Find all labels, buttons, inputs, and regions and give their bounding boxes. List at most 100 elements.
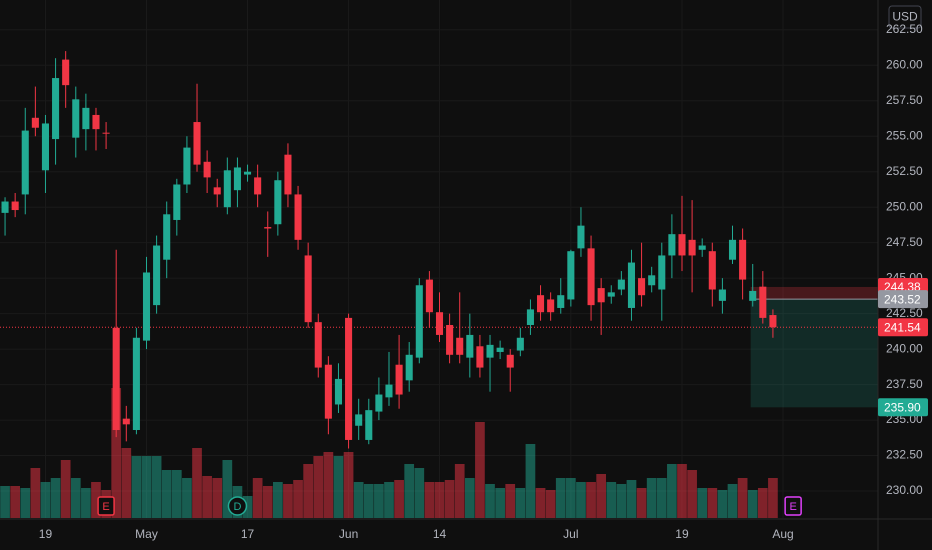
candle-body — [72, 99, 80, 138]
candle-body — [52, 78, 60, 140]
y-tick-label: 255.00 — [886, 128, 923, 142]
candle-body — [183, 147, 191, 185]
price-badge-label: 241.54 — [884, 320, 921, 334]
volume-bar — [535, 488, 546, 518]
candle-body — [334, 378, 343, 405]
event-marker — [97, 496, 115, 516]
volume-bar — [697, 488, 708, 518]
candle-body — [577, 225, 585, 249]
candle-body — [92, 114, 100, 130]
volume-bar — [121, 448, 132, 518]
candle-body — [193, 122, 201, 165]
candle-body — [405, 354, 413, 381]
volume-bar — [616, 484, 627, 518]
candle-body — [476, 346, 484, 368]
volume-bar — [222, 460, 233, 518]
volume-bar — [353, 482, 364, 518]
candle-body — [466, 334, 474, 358]
candle-body — [112, 327, 120, 431]
volume-bar — [566, 478, 576, 518]
volume-bar — [272, 482, 283, 518]
candle-body — [668, 234, 676, 256]
candle-body — [658, 255, 666, 290]
y-tick-label: 237.50 — [886, 377, 923, 391]
candle-body — [425, 279, 433, 313]
event-marker — [784, 496, 802, 516]
volume-bar — [707, 488, 718, 518]
volume-bar — [262, 486, 273, 518]
volume-bar — [414, 468, 425, 518]
volume-bar — [283, 484, 293, 518]
candle-body — [607, 292, 615, 297]
volume-bar — [333, 456, 344, 518]
candle-body — [688, 239, 696, 256]
volume-bar — [717, 490, 728, 518]
candle-body — [122, 418, 130, 425]
volume-bar — [757, 488, 768, 518]
volume-bar — [444, 480, 455, 518]
volume-bar — [505, 484, 516, 518]
volume-bar — [161, 470, 172, 518]
volume-bar — [363, 484, 374, 518]
candle-body — [62, 59, 70, 86]
candle-body — [345, 317, 353, 440]
stop-zone — [750, 286, 878, 300]
candle-body — [638, 278, 646, 296]
volume-bar — [30, 468, 41, 518]
candle-body — [11, 201, 19, 211]
volume-bar — [687, 470, 697, 518]
currency-label: USD — [892, 10, 918, 24]
candle-body — [627, 262, 636, 308]
candle-body — [526, 309, 534, 325]
candle-body — [739, 239, 747, 280]
candle-body — [446, 324, 454, 355]
volume-bar — [293, 480, 303, 518]
price-badge — [878, 290, 928, 309]
candle-body — [415, 285, 423, 358]
candle-body — [617, 279, 625, 290]
candle-body — [486, 344, 494, 358]
volume-bar — [313, 456, 324, 518]
volume-bar — [60, 460, 71, 518]
price-badge — [878, 318, 928, 337]
x-tick-label: Jul — [563, 527, 578, 541]
volume-bar — [768, 478, 778, 518]
volume-bar — [384, 482, 394, 518]
candle-body — [173, 184, 181, 220]
candle-body — [314, 322, 322, 368]
volume-bar — [20, 488, 31, 518]
candle-body — [597, 288, 605, 303]
volume-bar — [81, 488, 91, 518]
candle-body — [132, 337, 140, 431]
volume-bar — [212, 478, 223, 518]
candle-body — [435, 312, 444, 335]
candle-body — [395, 364, 403, 395]
candle-body — [769, 315, 777, 328]
event-label: D — [233, 501, 241, 513]
volume-bar — [70, 478, 81, 518]
candle-body — [567, 251, 575, 300]
volume-bar — [667, 464, 677, 518]
candle-body — [718, 289, 726, 301]
candle-body — [728, 239, 737, 260]
candle-body — [557, 295, 565, 308]
candle-body — [304, 255, 312, 323]
volume-bar — [131, 456, 142, 518]
candle-body — [153, 245, 161, 306]
candle-body — [254, 177, 262, 195]
x-tick-label: Aug — [772, 527, 793, 541]
volume-bar — [0, 486, 10, 518]
volume-bar — [404, 464, 415, 518]
volume-bar — [596, 474, 607, 518]
volume-bar — [475, 422, 485, 518]
candle-body — [41, 123, 50, 171]
volume-bar — [677, 464, 687, 518]
volume-bar — [303, 464, 314, 518]
volume-bar — [515, 488, 526, 518]
candle-body — [244, 171, 252, 175]
price-badge-label: 235.90 — [884, 400, 921, 414]
currency-box[interactable] — [888, 5, 922, 29]
candle-body — [456, 337, 464, 355]
volume-bar — [192, 448, 202, 518]
